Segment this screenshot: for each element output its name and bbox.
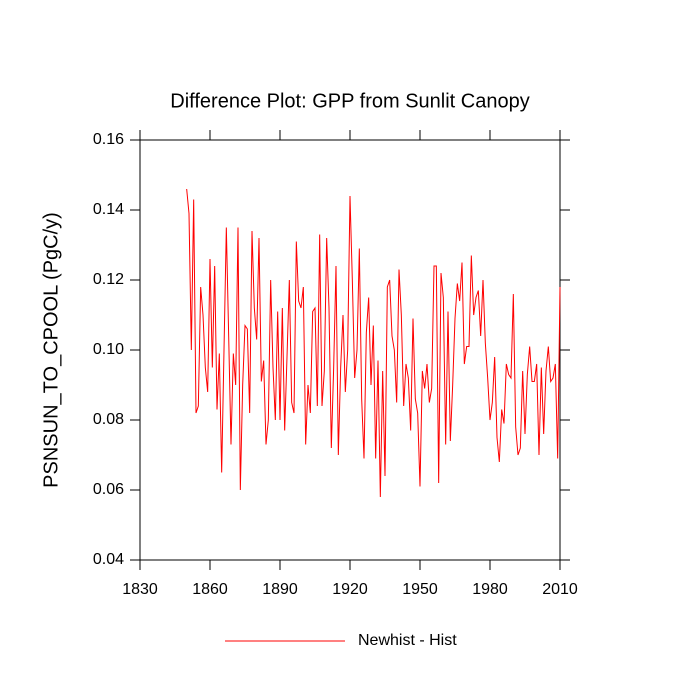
y-tick-label: 0.08	[93, 411, 124, 428]
x-tick-label: 2010	[542, 581, 578, 598]
x-tick-label: 1980	[472, 581, 508, 598]
chart-title: Difference Plot: GPP from Sunlit Canopy	[170, 90, 529, 112]
y-tick-label: 0.06	[93, 481, 124, 498]
x-tick-label: 1890	[262, 581, 298, 598]
x-tick-label: 1920	[332, 581, 368, 598]
data-line	[186, 188, 561, 498]
y-axis-label: PSNSUN_TO_CPOOL (PgC/y)	[40, 212, 62, 488]
y-tick-label: 0.14	[93, 201, 124, 218]
x-tick-label: 1860	[192, 581, 228, 598]
y-tick-label: 0.16	[93, 131, 124, 148]
legend-label: Newhist - Hist	[358, 632, 457, 649]
y-tick-label: 0.10	[93, 341, 124, 358]
x-tick-label: 1950	[402, 581, 438, 598]
y-tick-label: 0.04	[93, 551, 124, 568]
x-tick-label: 1830	[122, 581, 158, 598]
y-tick-label: 0.12	[93, 271, 124, 288]
